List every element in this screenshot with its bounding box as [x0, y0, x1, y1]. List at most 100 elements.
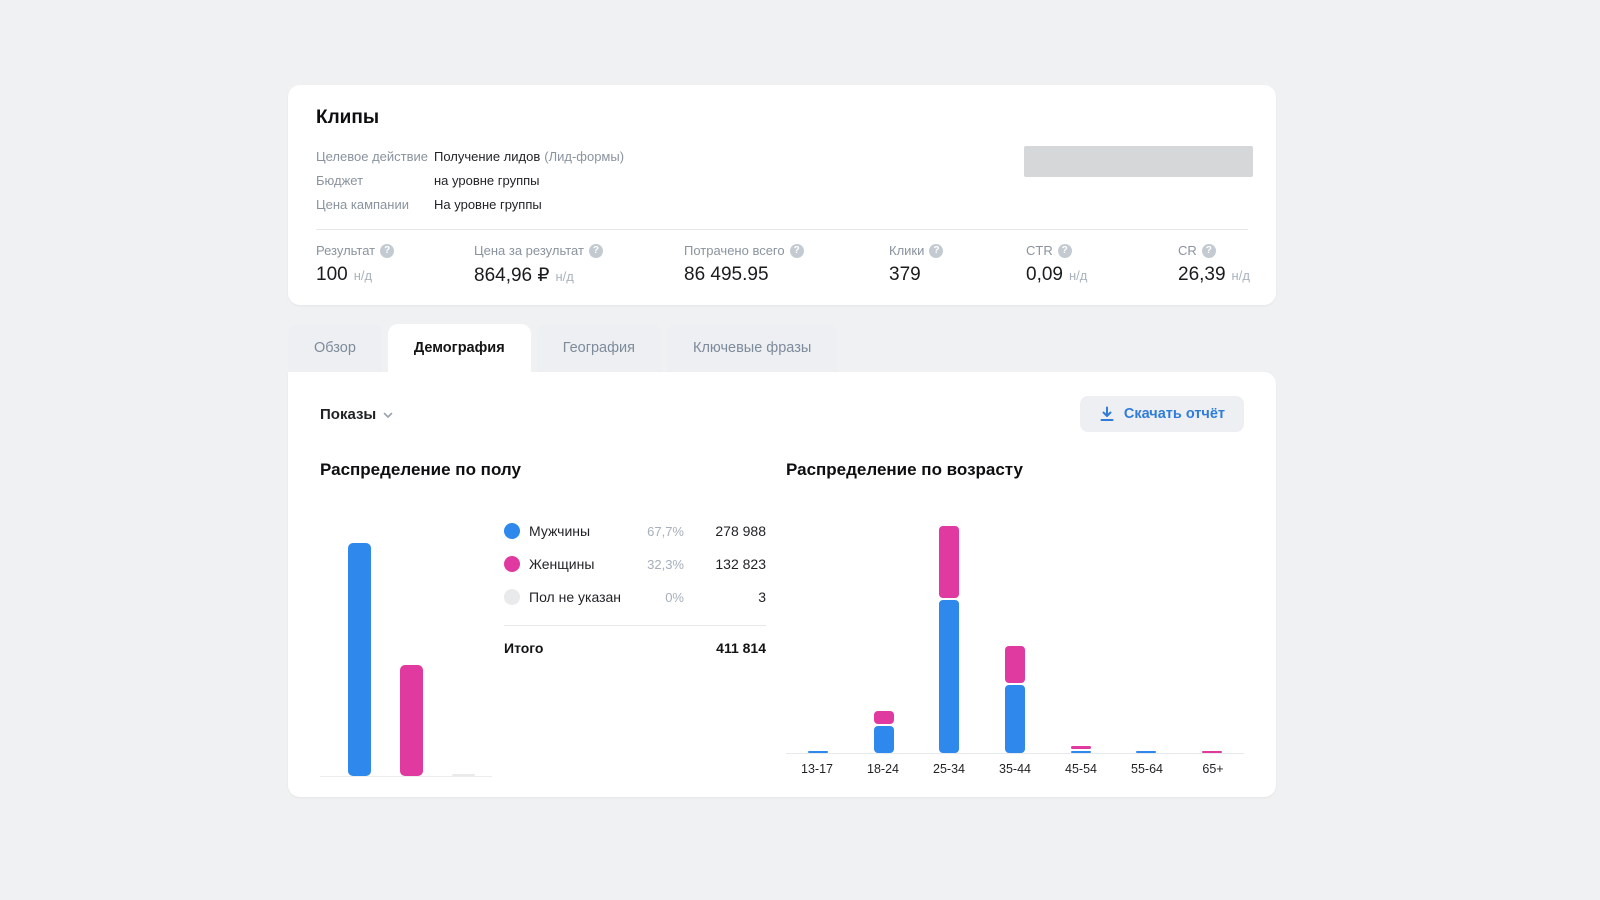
tab-geography[interactable]: География — [536, 324, 661, 372]
help-icon[interactable]: ? — [588, 243, 603, 258]
gender-bar-male — [348, 543, 371, 776]
info-value: На уровне группы — [434, 196, 542, 212]
total-value: 411 814 — [716, 640, 766, 656]
legend-label: Пол не указан — [529, 589, 622, 605]
stat-suffix: н/д — [1068, 268, 1088, 283]
age-chart-title: Распределение по возрасту — [786, 460, 1024, 479]
legend-row-male: Мужчины 67,7% 278 988 — [504, 523, 766, 539]
stat-value: 379 — [889, 264, 921, 285]
stat-cr: CR? 26,39 н/д — [1178, 243, 1250, 287]
age-bar-column — [1070, 746, 1091, 753]
age-axis-labels: 13-17 18-24 25-34 35-44 45-54 55-64 65+ — [786, 762, 1244, 776]
info-value: Получение лидов — [434, 148, 541, 164]
stat-label: Клики — [889, 243, 925, 258]
stat-label: Цена за результат — [474, 243, 584, 258]
legend-percent: 67,7% — [647, 523, 684, 539]
stat-label: CTR — [1026, 243, 1053, 258]
gender-legend: Мужчины 67,7% 278 988 Женщины 32,3% 132 … — [504, 523, 766, 777]
legend-count: 132 823 — [715, 556, 766, 572]
info-label: Целевое действие — [316, 148, 428, 164]
stat-value: 86 495.95 — [684, 264, 769, 285]
stat-value: 0,09 — [1026, 264, 1063, 285]
stat-value: 26,39 — [1178, 264, 1226, 285]
gender-chart-section: Распределение по полу Мужчины 67,7% 278 … — [320, 460, 782, 777]
legend-label: Мужчины — [529, 523, 591, 539]
help-icon[interactable]: ? — [380, 243, 395, 258]
stat-ctr: CTR? 0,09 н/д — [1026, 243, 1178, 287]
tab-overview[interactable]: Обзор — [288, 324, 382, 372]
legend-percent: 0% — [665, 589, 684, 605]
gender-bar-unspecified — [452, 774, 475, 776]
demography-content-card: Показы Скачать отчёт Распределение по по… — [288, 372, 1276, 797]
stat-suffix: н/д — [1231, 268, 1250, 283]
male-legend-dot — [504, 523, 520, 539]
info-row-budget: Бюджет на уровне группы — [316, 168, 1248, 192]
legend-row-unspecified: Пол не указан 0% 3 — [504, 589, 766, 605]
stat-total-spent: Потрачено всего? 86 495.95 — [684, 243, 889, 287]
age-bar-column — [1201, 751, 1222, 753]
download-icon — [1099, 406, 1115, 422]
legend-percent: 32,3% — [647, 556, 684, 572]
metric-dropdown[interactable]: Показы — [320, 406, 394, 423]
age-bar-column — [1136, 751, 1157, 753]
age-tick-label: 45-54 — [1065, 762, 1097, 776]
ads-statistics-page: Клипы Целевое действие Получение лидов (… — [288, 85, 1276, 797]
info-label: Цена кампании — [316, 196, 409, 212]
stats-tabs: Обзор Демография География Ключевые фраз… — [288, 324, 1276, 372]
help-icon[interactable]: ? — [1201, 243, 1216, 258]
age-bar-column — [939, 526, 960, 753]
legend-label: Женщины — [529, 556, 595, 572]
age-tick-label: 65+ — [1202, 762, 1224, 776]
stat-result: Результат? 100 н/д — [316, 243, 474, 287]
unspecified-legend-dot — [504, 589, 520, 605]
age-tick-label: 55-64 — [1131, 762, 1163, 776]
tab-key-phrases[interactable]: Ключевые фразы — [667, 324, 838, 372]
chevron-down-icon — [382, 409, 394, 421]
gender-chart-title: Распределение по полу — [320, 460, 521, 479]
info-row-objective: Целевое действие Получение лидов (Лид-фо… — [316, 144, 1248, 168]
age-bar-chart — [786, 480, 1244, 754]
help-icon[interactable]: ? — [789, 243, 804, 258]
stats-row: Результат? 100 н/д Цена за результат? 864… — [316, 243, 1250, 287]
legend-row-female: Женщины 32,3% 132 823 — [504, 556, 766, 572]
female-legend-dot — [504, 556, 520, 572]
info-value-suffix: (Лид-формы) — [544, 148, 625, 164]
tab-demography[interactable]: Демография — [387, 324, 531, 372]
help-icon[interactable]: ? — [929, 243, 944, 258]
age-bar-column — [873, 711, 894, 753]
campaign-header-card: Клипы Целевое действие Получение лидов (… — [288, 85, 1276, 305]
stat-label: Результат — [316, 243, 376, 258]
charts-row: Распределение по полу Мужчины 67,7% 278 … — [320, 460, 1244, 777]
header-divider — [316, 229, 1248, 230]
stat-value: 100 — [316, 264, 348, 285]
legend-divider — [504, 625, 766, 626]
stat-value: 864,96 ₽ — [474, 265, 550, 286]
legend-total-row: Итого 411 814 — [504, 640, 766, 656]
stat-label: CR — [1178, 243, 1197, 258]
age-tick-label: 25-34 — [933, 762, 965, 776]
age-bar-column — [1004, 646, 1025, 753]
age-chart-section: Распределение по возрасту 13-17 18-24 25… — [786, 460, 1244, 777]
stat-label: Потрачено всего — [684, 243, 785, 258]
stat-cost-per-result: Цена за результат? 864,96 ₽ н/д — [474, 243, 684, 287]
download-report-label: Скачать отчёт — [1123, 406, 1225, 422]
download-report-button[interactable]: Скачать отчёт — [1079, 396, 1244, 432]
age-bar-column — [808, 751, 828, 753]
metric-dropdown-label: Показы — [320, 405, 377, 423]
gender-bar-female — [400, 665, 423, 776]
stat-suffix: н/д — [353, 268, 373, 283]
legend-count: 3 — [758, 589, 766, 605]
redacted-block — [1024, 146, 1253, 177]
gender-bar-chart — [320, 480, 492, 777]
age-tick-label: 35-44 — [999, 762, 1031, 776]
age-tick-label: 13-17 — [801, 762, 833, 776]
help-icon[interactable]: ? — [1057, 243, 1072, 258]
total-label: Итого — [504, 640, 544, 656]
toolbar: Показы Скачать отчёт — [320, 396, 1244, 432]
info-value: на уровне группы — [434, 172, 540, 188]
campaign-title: Клипы — [316, 107, 380, 128]
info-label: Бюджет — [316, 172, 364, 188]
info-row-campaign-price: Цена кампании На уровне группы — [316, 192, 1248, 216]
stat-suffix: н/д — [555, 269, 574, 284]
stat-clicks: Клики? 379 — [889, 243, 1026, 287]
